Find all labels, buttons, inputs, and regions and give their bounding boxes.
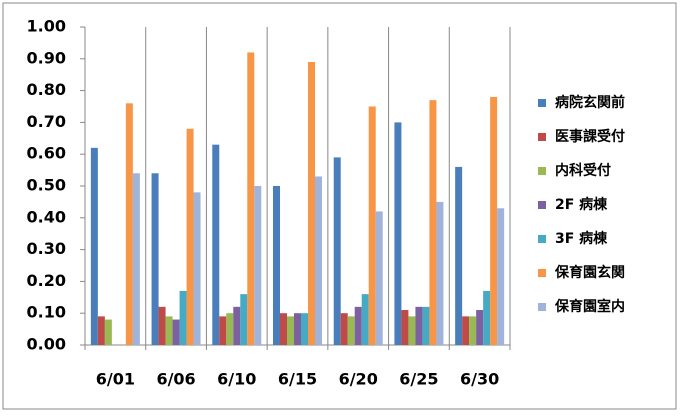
bar xyxy=(315,176,322,345)
y-tick-label: 0.40 xyxy=(27,207,66,226)
bar xyxy=(408,316,416,345)
y-tick-label: 0.00 xyxy=(27,335,66,354)
legend-label: 2F 病棟 xyxy=(555,196,608,213)
legend-label: 保育園室内 xyxy=(554,298,625,315)
bar xyxy=(422,306,430,345)
legend-swatch xyxy=(538,99,546,107)
legend-swatch xyxy=(538,201,546,209)
bar xyxy=(158,306,166,345)
y-tick-label: 0.70 xyxy=(27,112,66,131)
legend-label: 病院玄関前 xyxy=(555,94,625,111)
x-tick-label: 6/06 xyxy=(156,370,195,389)
bar xyxy=(361,294,369,345)
bar xyxy=(347,316,355,345)
bar xyxy=(462,316,470,345)
bar xyxy=(233,306,241,345)
legend-swatch xyxy=(538,167,546,175)
bar xyxy=(294,313,301,345)
y-tick-label: 0.50 xyxy=(27,176,66,195)
legend-swatch xyxy=(538,133,546,141)
bar xyxy=(226,313,234,345)
bar xyxy=(104,319,112,345)
bar xyxy=(415,306,423,345)
bar xyxy=(476,310,484,345)
bar xyxy=(490,96,498,346)
bar xyxy=(354,306,362,345)
bar xyxy=(97,316,105,345)
bar xyxy=(179,290,187,345)
x-tick-label: 6/25 xyxy=(399,370,438,389)
x-tick-label: 6/10 xyxy=(217,370,256,389)
bar xyxy=(429,100,437,345)
bar xyxy=(401,310,409,345)
bar xyxy=(287,316,294,345)
legend-swatch xyxy=(538,235,546,243)
bar xyxy=(455,166,463,345)
bar xyxy=(172,319,180,345)
bar xyxy=(132,173,140,345)
x-tick-label: 6/01 xyxy=(96,370,135,389)
y-tick-label: 0.30 xyxy=(27,239,66,258)
bar xyxy=(308,61,315,345)
bar xyxy=(193,192,201,345)
bar xyxy=(340,313,348,345)
bar xyxy=(497,208,505,345)
legend-swatch xyxy=(538,303,546,311)
bar xyxy=(90,147,98,345)
bar xyxy=(165,316,173,345)
x-tick-label: 6/15 xyxy=(278,370,317,389)
bar xyxy=(483,290,491,345)
legend-swatch xyxy=(538,269,546,277)
bar xyxy=(219,316,227,345)
bar xyxy=(333,157,341,345)
y-tick-label: 0.60 xyxy=(27,144,66,163)
bar xyxy=(469,316,477,345)
bar xyxy=(375,211,383,345)
y-tick-label: 0.10 xyxy=(27,303,66,322)
y-tick-label: 0.80 xyxy=(27,80,66,99)
bar xyxy=(273,186,280,345)
y-tick-label: 0.20 xyxy=(27,271,66,290)
y-tick-label: 1.00 xyxy=(27,17,66,36)
bar xyxy=(394,122,402,346)
bar xyxy=(212,144,220,345)
bar xyxy=(125,103,133,345)
x-tick-label: 6/30 xyxy=(460,370,499,389)
bar xyxy=(368,106,376,345)
bar xyxy=(186,128,194,345)
bar xyxy=(280,313,287,345)
bar xyxy=(301,313,308,345)
y-tick-label: 0.90 xyxy=(27,48,66,67)
bar xyxy=(151,173,159,345)
bar xyxy=(436,201,444,345)
legend-label: 医事課受付 xyxy=(555,128,625,145)
legend-label: 3F 病棟 xyxy=(555,230,608,247)
x-tick-label: 6/20 xyxy=(339,370,378,389)
bar xyxy=(247,52,255,345)
bar xyxy=(240,294,248,345)
bar xyxy=(254,186,262,345)
legend-label: 内科受付 xyxy=(555,162,611,179)
legend-label: 保育園玄関 xyxy=(554,264,625,281)
